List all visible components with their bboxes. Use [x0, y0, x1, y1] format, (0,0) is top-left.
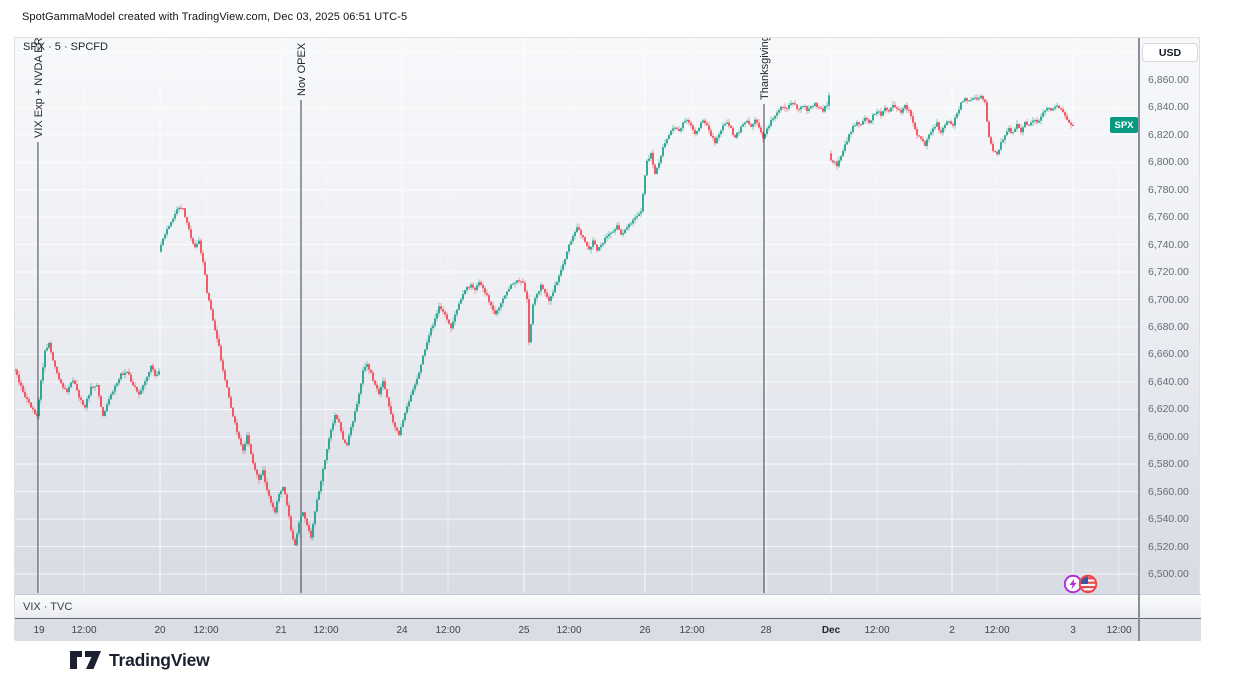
price-tick-label: 6,540.00: [1148, 513, 1189, 526]
price-tick-label: 6,740.00: [1148, 238, 1189, 251]
price-pane-svg[interactable]: VIX Exp + NVDA ER Nov OPEX Thanksgiving: [15, 38, 1139, 594]
tradingview-logo-icon: [70, 651, 101, 669]
time-tick-label: 26: [639, 625, 651, 636]
time-tick-label: 20: [154, 625, 166, 636]
annotation-label: VIX Exp + NVDA ER: [33, 38, 45, 138]
time-tick-label: 25: [518, 625, 530, 636]
chart-legend[interactable]: SPX · 5 · SPCFD: [23, 41, 108, 53]
price-tick-label: 6,560.00: [1148, 485, 1189, 498]
time-tick-label: 12:00: [556, 625, 582, 636]
annotation-label: Thanksgiving: [759, 38, 771, 100]
tradingview-logo-text: TradingView: [109, 649, 210, 670]
time-tick-label: 12:00: [313, 625, 339, 636]
time-axis[interactable]: 19 20 21 24 25 26 28 Dec 2 3 12:00 12:00 12:00 12:00 1…: [15, 618, 1201, 641]
price-pane[interactable]: VIX Exp + NVDA ER Nov OPEX Thanksgiving SP…: [15, 38, 1139, 594]
price-tick-label: 6,620.00: [1148, 403, 1189, 416]
vix-pane-label[interactable]: VIX · TVC: [23, 601, 73, 613]
price-tick-label: 6,520.00: [1148, 540, 1189, 553]
annotation-label: Nov OPEX: [296, 42, 308, 96]
tradingview-logo[interactable]: TradingView: [70, 649, 210, 671]
time-tick-label: 12:00: [679, 625, 705, 636]
time-tick-label: 12:00: [864, 625, 890, 636]
time-tick-label: 12:00: [435, 625, 461, 636]
price-tick-label: 6,820.00: [1148, 128, 1189, 141]
time-tick-label: 19: [33, 625, 45, 636]
time-tick-label: Dec: [821, 625, 841, 636]
chart-widget: VIX Exp + NVDA ER Nov OPEX Thanksgiving SP…: [14, 37, 1201, 641]
currency-button[interactable]: USD: [1142, 43, 1198, 62]
time-tick-label: 12:00: [984, 625, 1010, 636]
price-tick-label: 6,720.00: [1148, 266, 1189, 279]
time-tick-label: 21: [275, 625, 287, 636]
price-tick-label: 6,800.00: [1148, 156, 1189, 169]
price-tick-label: 6,640.00: [1148, 375, 1189, 388]
price-tick-label: 6,580.00: [1148, 458, 1189, 471]
price-tick-label: 6,660.00: [1148, 348, 1189, 361]
price-tick-label: 6,860.00: [1148, 74, 1189, 86]
price-tick-label: 6,780.00: [1148, 183, 1189, 196]
candles: [15, 92, 1074, 547]
electronic-trading-icon[interactable]: [1063, 574, 1083, 594]
time-tick-label: 24: [396, 625, 408, 636]
time-tick-label: 28: [760, 625, 772, 636]
time-tick-label: 3: [1070, 625, 1076, 636]
price-tick-label: 6,680.00: [1148, 321, 1189, 333]
time-tick-label: 2: [949, 625, 955, 636]
spx-price-badge[interactable]: SPX: [1110, 117, 1138, 134]
page-title: SpotGammaModel created with TradingView.…: [22, 11, 408, 23]
market-status-icons[interactable]: [1063, 573, 1109, 595]
price-tick-label: 6,600.00: [1148, 430, 1189, 443]
time-tick-label: 12:00: [1106, 625, 1132, 636]
price-axis-border: [1138, 38, 1140, 641]
vix-sub-pane[interactable]: VIX · TVC: [15, 594, 1201, 618]
time-tick-label: 12:00: [71, 625, 97, 636]
price-tick-label: 6,760.00: [1148, 211, 1189, 224]
us-flag-icon[interactable]: [1078, 574, 1098, 594]
time-tick-label: 12:00: [193, 625, 219, 636]
price-tick-label: 6,700.00: [1148, 293, 1189, 306]
price-tick-label: 6,500.00: [1148, 568, 1189, 580]
price-axis[interactable]: USD 6,860.00 6,840.00 6,820.00 6,800.00 6,78…: [1139, 38, 1201, 594]
price-tick-label: 6,840.00: [1148, 101, 1189, 114]
